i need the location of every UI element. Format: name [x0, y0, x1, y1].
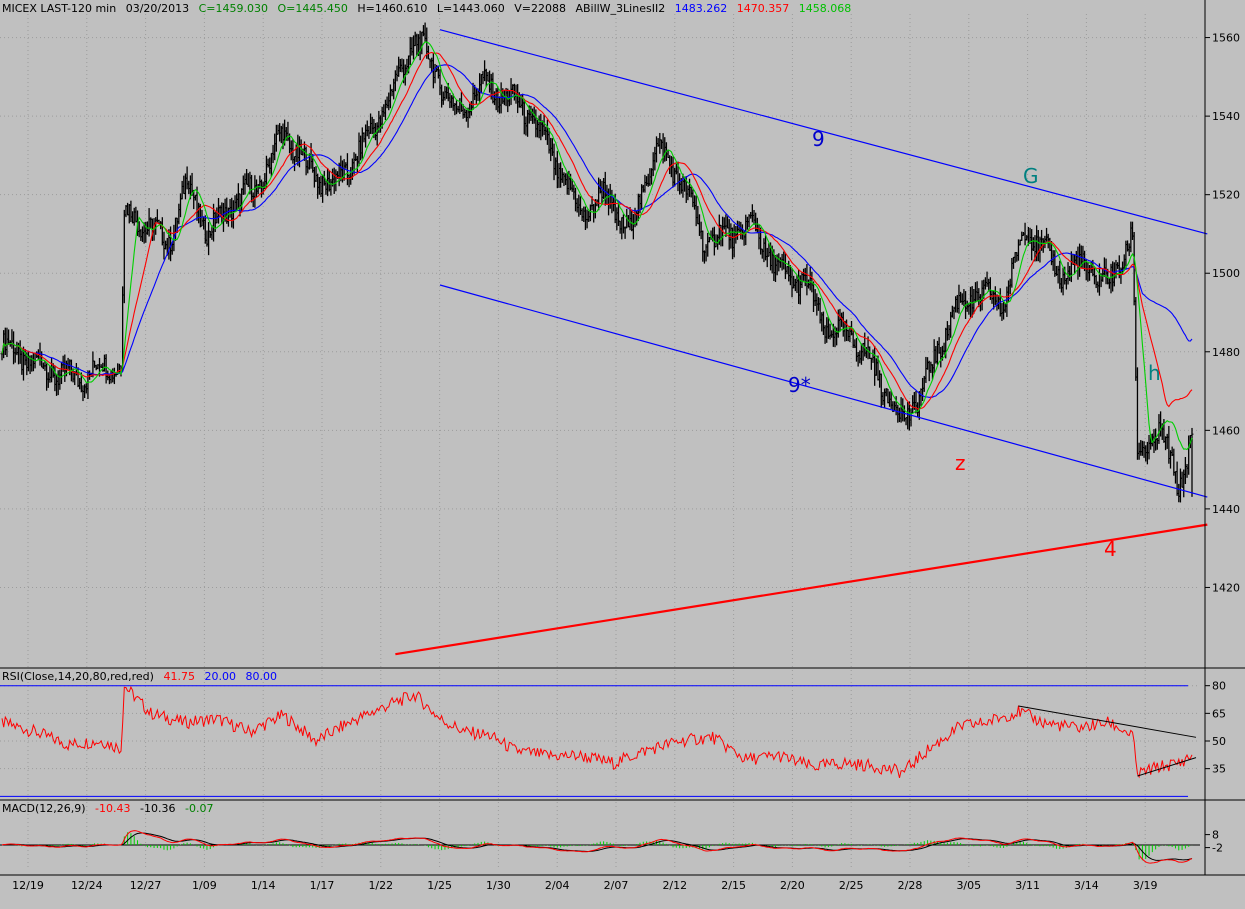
rsi-line	[1, 685, 1193, 779]
rsi-value: 41.75	[163, 670, 195, 683]
y-tick-label: 1520	[1212, 189, 1240, 202]
x-tick-label: 3/14	[1074, 879, 1099, 892]
macd-hist: -0.07	[184, 802, 214, 815]
x-tick-label: 3/19	[1133, 879, 1158, 892]
high-label: H=1460.610	[357, 2, 428, 15]
macd-header: MACD(12,26,9) -10.43 -10.36 -0.07	[2, 802, 219, 815]
line2-value: 1470.357	[736, 2, 790, 15]
symbol-label: MICEX LAST-120 min	[2, 2, 117, 15]
price-header: MICEX LAST-120 min 03/20/2013 C=1459.030…	[2, 2, 857, 15]
trendline-9	[439, 29, 1208, 235]
line3-value: 1458.068	[798, 2, 852, 15]
x-tick-label: 12/24	[71, 879, 103, 892]
x-tick-label: 1/30	[486, 879, 511, 892]
indicator-label: ABillW_3LinesII2	[575, 2, 666, 15]
wave-label-9-star: 9*	[788, 373, 811, 397]
rsi-high: 80.00	[245, 670, 277, 683]
rsi-y-tick-label: 50	[1212, 735, 1226, 748]
open-label: O=1445.450	[277, 2, 348, 15]
y-tick-label: 1500	[1212, 267, 1240, 280]
x-tick-label: 2/15	[721, 879, 746, 892]
macd-line	[1, 830, 1193, 864]
y-tick-label: 1440	[1212, 503, 1240, 516]
y-tick-label: 1460	[1212, 424, 1240, 437]
grid	[0, 14, 1200, 870]
x-tick-label: 12/19	[12, 879, 44, 892]
volume-label: V=22088	[514, 2, 566, 15]
x-tick-label: 2/25	[839, 879, 864, 892]
x-tick-label: 2/28	[898, 879, 923, 892]
x-tick-label: 2/12	[662, 879, 687, 892]
x-tick-label: 2/04	[545, 879, 570, 892]
x-tick-label: 1/17	[310, 879, 335, 892]
y-tick-label: 1480	[1212, 346, 1240, 359]
macd-signal: -10.36	[140, 802, 176, 815]
y-tick-label: 1540	[1212, 110, 1240, 123]
green-average-line	[1, 41, 1193, 451]
macd-y-tick-label: -2	[1212, 842, 1223, 855]
x-tick-label: 2/07	[604, 879, 629, 892]
red-average-line	[1, 51, 1193, 410]
rsi-low: 20.00	[204, 670, 236, 683]
line1-value: 1483.262	[674, 2, 728, 15]
wave-label-h: h	[1148, 361, 1161, 385]
rsi-y-tick-label: 65	[1212, 707, 1226, 720]
x-tick-label: 12/27	[130, 879, 162, 892]
x-tick-label: 3/11	[1015, 879, 1040, 892]
rsi-panel	[0, 685, 1197, 797]
rsi-y-tick-label: 80	[1212, 680, 1226, 693]
x-tick-label: 1/22	[368, 879, 393, 892]
macd-y-tick-label: 8	[1212, 829, 1219, 842]
y-tick-label: 1420	[1212, 581, 1240, 594]
blue-average-line	[1, 64, 1193, 398]
close-label: C=1459.030	[198, 2, 268, 15]
wave-label-9: 9	[812, 127, 825, 151]
wave-label-g: G	[1023, 164, 1039, 188]
macd-label: MACD(12,26,9)	[2, 802, 86, 815]
low-label: L=1443.060	[436, 2, 505, 15]
annotations: 9 9* Gz h 4	[788, 127, 1161, 561]
date-label: 03/20/2013	[125, 2, 190, 15]
wave-label-4: 4	[1104, 537, 1117, 561]
macd-value: -10.43	[95, 802, 131, 815]
price-panel	[0, 22, 1208, 656]
trendline-9-star	[439, 284, 1208, 498]
wave-label-z: z	[955, 451, 966, 475]
x-tick-label: 1/25	[427, 879, 452, 892]
rsi-label: RSI(Close,14,20,80,red,red)	[2, 670, 154, 683]
macd-panel	[0, 830, 1200, 864]
x-tick-label: 3/05	[956, 879, 981, 892]
trendline-4	[395, 523, 1208, 656]
rsi-y-tick-label: 35	[1212, 763, 1226, 776]
rsi-divergence-line	[1018, 705, 1197, 738]
rsi-header: RSI(Close,14,20,80,red,red) 41.75 20.00 …	[2, 670, 283, 683]
x-tick-label: 1/09	[192, 879, 217, 892]
x-tick-label: 1/14	[251, 879, 276, 892]
y-tick-label: 1560	[1212, 32, 1240, 45]
x-tick-label: 2/20	[780, 879, 805, 892]
macd-signal-line	[1, 832, 1193, 861]
rsi-support-line	[1137, 757, 1197, 777]
